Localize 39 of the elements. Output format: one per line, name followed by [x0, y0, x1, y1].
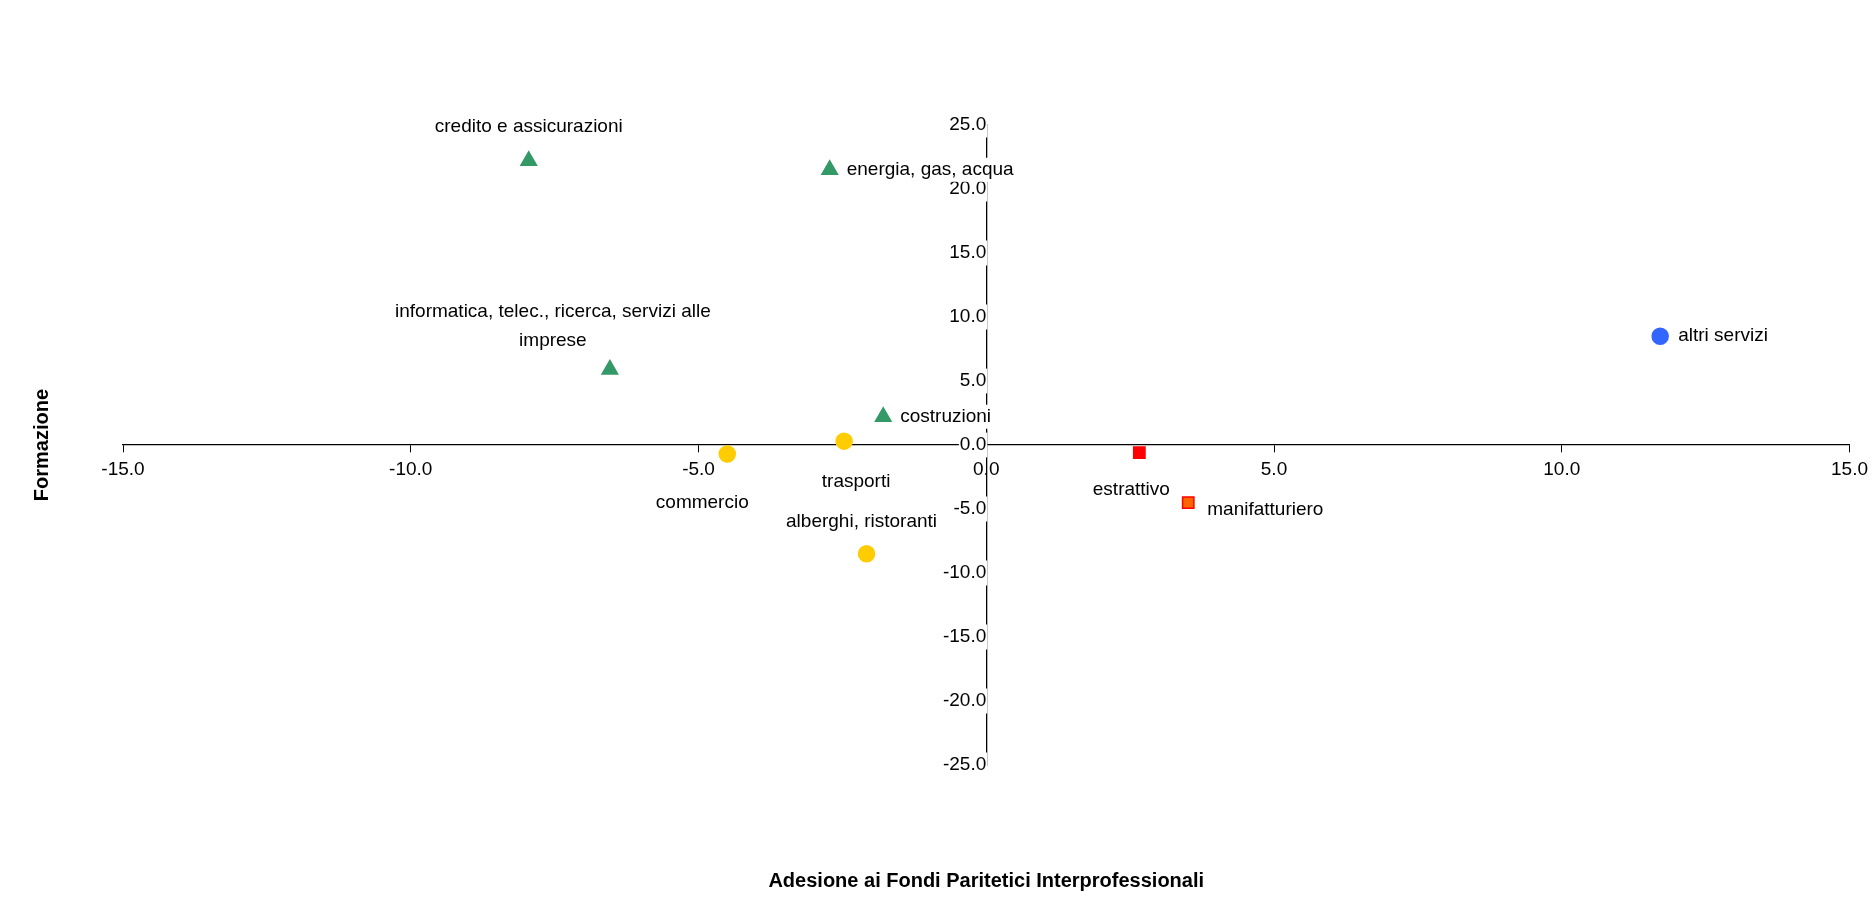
x-tick-label: -15.0 [101, 457, 145, 479]
y-axis-title: Formazione [29, 388, 52, 502]
point [857, 545, 876, 563]
x-tick-label: -5.0 [682, 457, 715, 479]
annotation: informatica, telec., ricerca, servizi alle imprese [395, 299, 711, 350]
point [835, 432, 853, 450]
y-tick-label: -5.0 [953, 497, 987, 519]
x-tick-label: 10.0 [1543, 457, 1581, 479]
point [821, 160, 839, 176]
annotation: energia, gas, acqua [846, 158, 1015, 180]
y-tick-label: -20.0 [942, 689, 987, 711]
y-tick-label: 10.0 [949, 305, 987, 327]
y-tick-label: 20.0 [949, 177, 987, 199]
point [1651, 327, 1669, 345]
x-tick-label: 15.0 [1831, 457, 1868, 479]
x-tick-label: -10.0 [389, 457, 433, 479]
annotation: credito e assicurazioni [434, 115, 623, 137]
x-tick-label: 5.0 [1260, 457, 1288, 479]
y-tick-label: 25.0 [949, 113, 987, 135]
x-axis-title: Adesione ai Fondi Paritetici Interprofessionali [768, 868, 1205, 891]
point [718, 445, 737, 463]
annotation: costruzioni [900, 405, 992, 427]
annotation: trasporti [821, 470, 891, 492]
y-tick-label: -15.0 [942, 625, 987, 647]
annotation: commercio [655, 491, 749, 513]
annotation: alberghi, ristoranti [786, 510, 938, 532]
y-tick-label: 0.0 [959, 433, 987, 455]
point [1132, 446, 1146, 460]
point [1181, 496, 1195, 510]
point [601, 359, 619, 375]
annotation: estrattivo [1092, 477, 1170, 499]
y-tick-label: -25.0 [942, 753, 987, 775]
y-tick-label: 5.0 [959, 369, 987, 391]
point [874, 407, 892, 423]
annotation: manifatturiero [1207, 497, 1324, 519]
y-tick-label: 15.0 [949, 241, 987, 263]
annotation: altri servizi [1678, 324, 1768, 346]
point [520, 151, 538, 167]
y-tick-label: -10.0 [942, 561, 987, 583]
